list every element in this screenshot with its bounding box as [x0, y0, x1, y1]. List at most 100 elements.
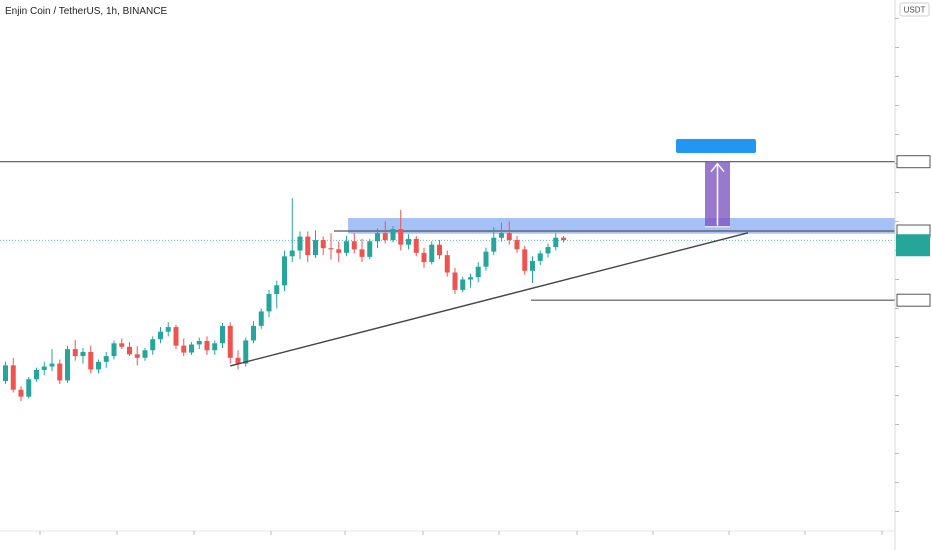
candle-body [522, 249, 528, 271]
candle [274, 280, 280, 309]
candle [111, 340, 117, 360]
candle [328, 233, 334, 260]
candle [103, 352, 109, 368]
candle-body [491, 237, 497, 252]
candle-body [258, 311, 264, 326]
currency-label: USDT [904, 6, 926, 15]
candle-body [514, 240, 520, 250]
candle-body [173, 327, 179, 346]
candle-body [367, 241, 373, 257]
candle [57, 359, 63, 384]
candle-body [475, 266, 481, 278]
drawing-layer [230, 139, 756, 367]
candle-body [142, 350, 148, 358]
candle [375, 228, 380, 249]
candle [406, 234, 411, 250]
candle [537, 250, 543, 265]
candle-body [204, 340, 210, 351]
candle-body [243, 340, 249, 364]
candle [204, 336, 210, 355]
candle [72, 339, 78, 361]
candle-body [506, 233, 512, 241]
candle-body [49, 363, 55, 367]
candle [158, 327, 163, 344]
candle-body [3, 365, 8, 381]
candle [165, 322, 171, 337]
candle [421, 247, 427, 268]
time-axis[interactable] [39, 531, 883, 535]
candle [10, 357, 16, 393]
candle [468, 273, 473, 288]
candle [452, 267, 458, 294]
level-badge-resistance-high [896, 155, 931, 169]
candle-body [158, 331, 163, 340]
candle [437, 240, 442, 260]
candle-body [561, 237, 566, 241]
candle [506, 221, 512, 245]
candle-body [181, 345, 187, 353]
candle-body [274, 285, 280, 294]
supply-zone [348, 218, 895, 234]
candle [150, 336, 156, 355]
candle [297, 231, 303, 260]
candle [173, 324, 179, 350]
candle [382, 221, 388, 244]
candle [514, 236, 520, 253]
levels-layer [0, 161, 895, 301]
candle [34, 367, 39, 382]
candle-body [212, 343, 218, 351]
candle [398, 209, 404, 251]
candle-body [437, 244, 442, 256]
candle-body [150, 339, 156, 351]
candle [196, 337, 202, 350]
candle-body [375, 233, 380, 242]
candles-layer [3, 198, 566, 402]
candle-body [41, 366, 47, 370]
candle [429, 241, 435, 265]
candle-body [320, 240, 326, 249]
candle-body [553, 237, 559, 248]
candle [189, 342, 194, 355]
candle-body [266, 294, 272, 312]
candle-body [530, 260, 535, 271]
ascending-trendline [230, 232, 749, 367]
candle-body [57, 363, 63, 381]
chart-title: Enjin Coin / TetherUS, 1h, BINANCE [5, 6, 167, 17]
candle [390, 226, 396, 243]
candle [530, 256, 535, 283]
candle-body [305, 236, 311, 256]
candle [553, 233, 559, 251]
candle-body [429, 244, 435, 263]
candle [3, 361, 8, 384]
candle [227, 322, 233, 364]
candle [305, 231, 311, 263]
zone-layer [348, 218, 895, 234]
candle-body [26, 379, 32, 397]
candle-body [468, 277, 473, 280]
candle [282, 250, 287, 292]
candle-body [10, 365, 16, 390]
candle [413, 236, 419, 257]
candle-body [297, 236, 303, 251]
measure-arrow-head [710, 162, 725, 173]
candle [444, 250, 450, 277]
candle [313, 230, 318, 259]
candle-body [336, 249, 342, 253]
candle-body [382, 233, 388, 241]
candle [351, 233, 357, 254]
candle [491, 227, 497, 256]
candle [475, 262, 481, 283]
candle-body [189, 344, 194, 353]
candle-body [413, 238, 419, 253]
candle-body [421, 252, 427, 263]
candle-body [34, 369, 39, 380]
candle-body [444, 255, 450, 273]
candle [499, 222, 504, 242]
candle-body [96, 361, 101, 370]
candle-body [127, 346, 132, 355]
candle-body [111, 343, 117, 357]
candle [49, 349, 55, 372]
candle [127, 342, 132, 357]
